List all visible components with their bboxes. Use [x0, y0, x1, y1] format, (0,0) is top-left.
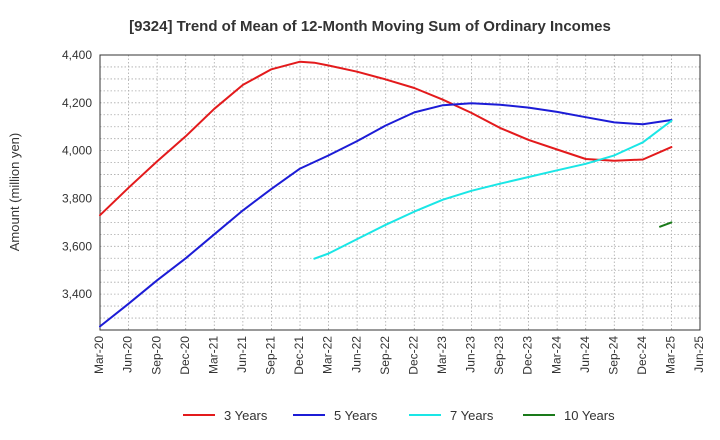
x-tick-label: Jun-22: [349, 336, 363, 373]
y-tick-label: 4,200: [62, 96, 92, 110]
x-tick-label: Mar-22: [321, 336, 335, 374]
y-tick-label: 3,800: [62, 191, 92, 205]
series-lines: [99, 60, 673, 328]
grid-lines: [100, 55, 700, 330]
x-tick-label: Dec-20: [178, 336, 192, 375]
series-line-5-years: [99, 102, 673, 328]
legend-label-5-years: 5 Years: [334, 408, 378, 423]
y-axis-label: Amount (million yen): [7, 133, 22, 252]
x-tick-label: Dec-22: [406, 336, 420, 375]
x-tick-label: Sep-20: [149, 336, 163, 375]
x-tick-label: Sep-21: [264, 336, 278, 375]
plot-frame: [99, 54, 701, 331]
legend-label-10-years: 10 Years: [564, 408, 615, 423]
legend: 3 Years 5 Years 7 Years 10 Years: [183, 408, 615, 423]
plot-area: [100, 55, 700, 330]
x-tick-label: Sep-24: [606, 336, 620, 375]
legend-label-7-years: 7 Years: [450, 408, 494, 423]
series-line-7-years: [313, 119, 673, 260]
y-tick-label: 4,400: [62, 48, 92, 62]
x-tick-label: Mar-21: [206, 336, 220, 374]
y-tick-label: 3,400: [62, 287, 92, 301]
chart-title: [9324] Trend of Mean of 12-Month Moving …: [129, 18, 611, 35]
x-tick-label: Dec-21: [292, 336, 306, 375]
x-tick-label: Jun-25: [692, 336, 706, 373]
x-tick-label: Sep-22: [378, 336, 392, 375]
x-tick-label: Jun-20: [121, 336, 135, 373]
x-tick-label: Dec-23: [521, 336, 535, 375]
y-tick-label: 4,000: [62, 144, 92, 158]
x-tick-label: Mar-25: [664, 336, 678, 374]
legend-label-3-years: 3 Years: [224, 408, 268, 423]
x-tick-label: Mar-20: [92, 336, 106, 374]
x-tick-label: Mar-24: [549, 336, 563, 374]
y-axis-ticks: 3,400 3,600 3,800 4,000 4,200 4,400: [62, 48, 92, 301]
series-line-10-years: [659, 221, 673, 228]
y-tick-label: 3,600: [62, 239, 92, 253]
x-axis-ticks: Mar-20 Jun-20 Sep-20 Dec-20 Mar-21 Jun-21 Sep-…: [92, 336, 706, 375]
x-tick-label: Jun-21: [235, 336, 249, 373]
x-tick-label: Jun-23: [464, 336, 478, 373]
series-line-3-years: [99, 60, 673, 217]
x-tick-label: Jun-24: [578, 336, 592, 373]
x-tick-label: Dec-24: [635, 336, 649, 375]
x-tick-label: Sep-23: [492, 336, 506, 375]
x-tick-label: Mar-23: [435, 336, 449, 374]
